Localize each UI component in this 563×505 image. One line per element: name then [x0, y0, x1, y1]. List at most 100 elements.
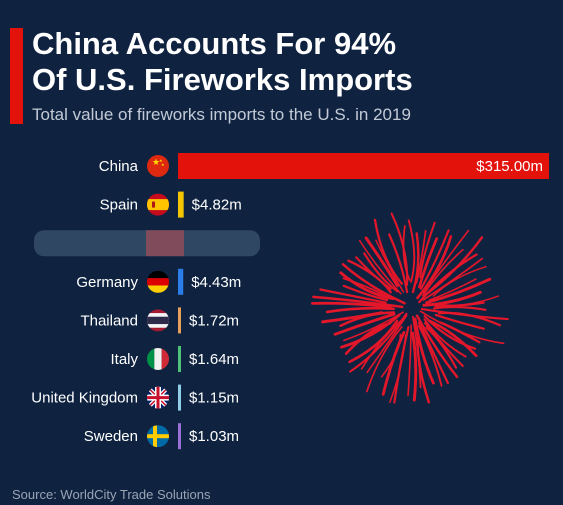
category-label: China	[99, 158, 139, 175]
firework-streak	[311, 301, 392, 309]
chart-subtitle: Total value of fireworks imports to the …	[32, 105, 411, 124]
value-label: $1.15m	[189, 390, 239, 407]
firework-streak	[341, 263, 406, 305]
firework-streak	[434, 301, 485, 308]
chart-title: China Accounts For 94% Of U.S. Fireworks…	[32, 26, 552, 98]
firework-streak	[428, 319, 478, 358]
bar-row: Italy $1.64m	[110, 346, 239, 372]
category-label: Sweden	[84, 428, 138, 445]
bar	[178, 346, 181, 372]
firework-streak	[425, 277, 492, 305]
firework-streak	[423, 318, 467, 358]
value-label: $4.82m	[192, 197, 242, 214]
bar-row: Spain $4.82m	[100, 191, 242, 218]
germany-flag-icon	[147, 270, 169, 293]
firework-streak	[407, 324, 412, 397]
svg-text:★: ★	[161, 162, 165, 167]
firework-streak	[389, 334, 407, 404]
firework-streak	[432, 265, 487, 297]
firework-streak	[321, 311, 384, 324]
italy-flag-icon	[147, 348, 169, 370]
firework-streak	[418, 237, 439, 289]
firework-streak	[434, 313, 485, 330]
firework-streak	[363, 252, 399, 293]
uk-flag-icon	[147, 386, 169, 409]
firework-streak	[373, 218, 404, 285]
firework-streak	[418, 253, 478, 304]
firework-streak	[340, 313, 401, 349]
firework-streak	[417, 325, 443, 387]
firework-streak	[422, 257, 483, 301]
value-label: $1.64m	[189, 351, 239, 368]
firework-streak	[402, 225, 411, 281]
thailand-flag-icon	[147, 309, 169, 332]
firework-streak	[425, 326, 458, 369]
firework-streak	[364, 236, 399, 288]
bar-row: United Kingdom $1.15m	[31, 384, 239, 411]
firework-streak	[358, 239, 402, 295]
firework-streak	[419, 310, 505, 345]
bar-row: Sweden $1.03m	[84, 423, 239, 450]
firework-streak	[339, 271, 395, 301]
fireworks-illustration	[311, 212, 509, 404]
firework-streak	[349, 312, 408, 373]
spain-flag-icon	[147, 193, 169, 216]
firework-streak	[416, 235, 453, 300]
bar	[178, 268, 184, 295]
value-label: $4.43m	[191, 274, 241, 291]
svg-text:★: ★	[152, 157, 160, 167]
firework-streak	[343, 311, 404, 342]
bar	[178, 307, 181, 334]
firework-streak	[366, 314, 408, 374]
firework-streak	[312, 295, 404, 309]
firework-streak	[366, 326, 403, 393]
value-label: $315.00m	[476, 158, 543, 175]
firework-streak	[355, 256, 392, 290]
category-label: Spain	[100, 197, 138, 214]
firework-streak	[417, 321, 449, 385]
title-accent-bar	[10, 28, 23, 124]
firework-streak	[413, 317, 435, 385]
firework-streak	[342, 284, 389, 302]
firework-streak	[411, 331, 418, 402]
firework-streak	[432, 305, 487, 311]
category-label: Germany	[76, 274, 138, 291]
firework-streak	[422, 229, 470, 294]
category-label: Italy	[110, 351, 138, 368]
firework-streak	[333, 312, 396, 336]
firework-streak	[419, 221, 436, 278]
firework-streak	[348, 319, 399, 364]
bar-chart: China ★★★ $315.00m Spain $4.82m Germany $4.43m…	[31, 153, 549, 450]
firework-streak	[439, 321, 481, 344]
firework-streak	[325, 306, 395, 314]
firework-streak	[412, 315, 422, 389]
bar-row: Thailand $1.72m	[80, 307, 239, 334]
category-label: Thailand	[80, 312, 138, 329]
chart-title-line-2: Of U.S. Fireworks Imports	[32, 62, 413, 97]
firework-streak	[415, 314, 459, 379]
firework-streak	[422, 290, 482, 307]
firework-streak	[380, 333, 402, 378]
firework-streak	[319, 288, 387, 304]
china-flag-icon: ★★★	[147, 155, 169, 177]
value-label: $1.72m	[189, 312, 239, 329]
firework-streak	[423, 315, 477, 350]
firework-streak	[415, 230, 427, 284]
bar	[178, 423, 181, 450]
firework-streak	[388, 233, 409, 294]
chart-title-line-1: China Accounts For 94%	[32, 26, 397, 61]
bar-row: China ★★★ $315.00m	[99, 153, 549, 179]
bar	[178, 384, 181, 411]
sweden-flag-icon	[147, 425, 169, 448]
firework-streak	[407, 219, 416, 283]
source-note: Source: WorldCity Trade Solutions	[12, 487, 211, 502]
firework-streak	[428, 278, 477, 301]
bar-row	[34, 230, 260, 257]
value-label: $1.03m	[189, 428, 239, 445]
bar	[178, 191, 184, 218]
firework-streak	[419, 229, 450, 290]
svg-text:★: ★	[159, 158, 163, 163]
bar	[178, 153, 549, 179]
firework-streak	[422, 248, 464, 297]
category-label: United Kingdom	[31, 390, 138, 407]
